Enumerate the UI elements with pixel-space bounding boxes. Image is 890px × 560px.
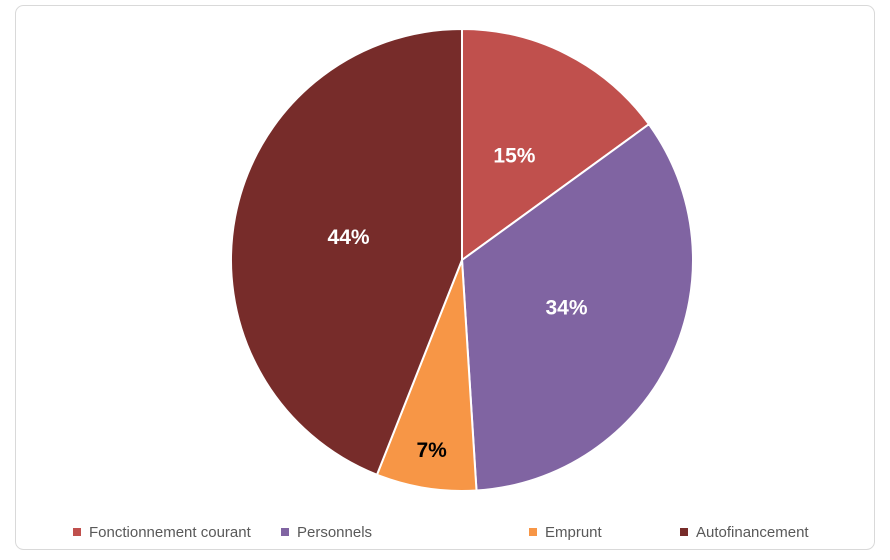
legend-swatch — [281, 528, 289, 536]
data-label: 34% — [545, 297, 587, 320]
legend-swatch — [529, 528, 537, 536]
data-label: 44% — [328, 226, 370, 249]
legend-swatch — [73, 528, 81, 536]
pie-slice — [460, 122, 694, 492]
data-label: 7% — [416, 439, 447, 462]
legend-label: Autofinancement — [696, 524, 809, 541]
data-label: 15% — [493, 145, 535, 168]
pie-slice — [375, 259, 478, 492]
legend-label: Personnels — [297, 524, 372, 541]
legend-label: Emprunt — [545, 524, 603, 541]
pie-slice — [230, 27, 463, 477]
legend-swatch — [680, 528, 688, 536]
legend-label: Fonctionnement courant — [89, 524, 252, 541]
pie-slice — [461, 27, 651, 262]
